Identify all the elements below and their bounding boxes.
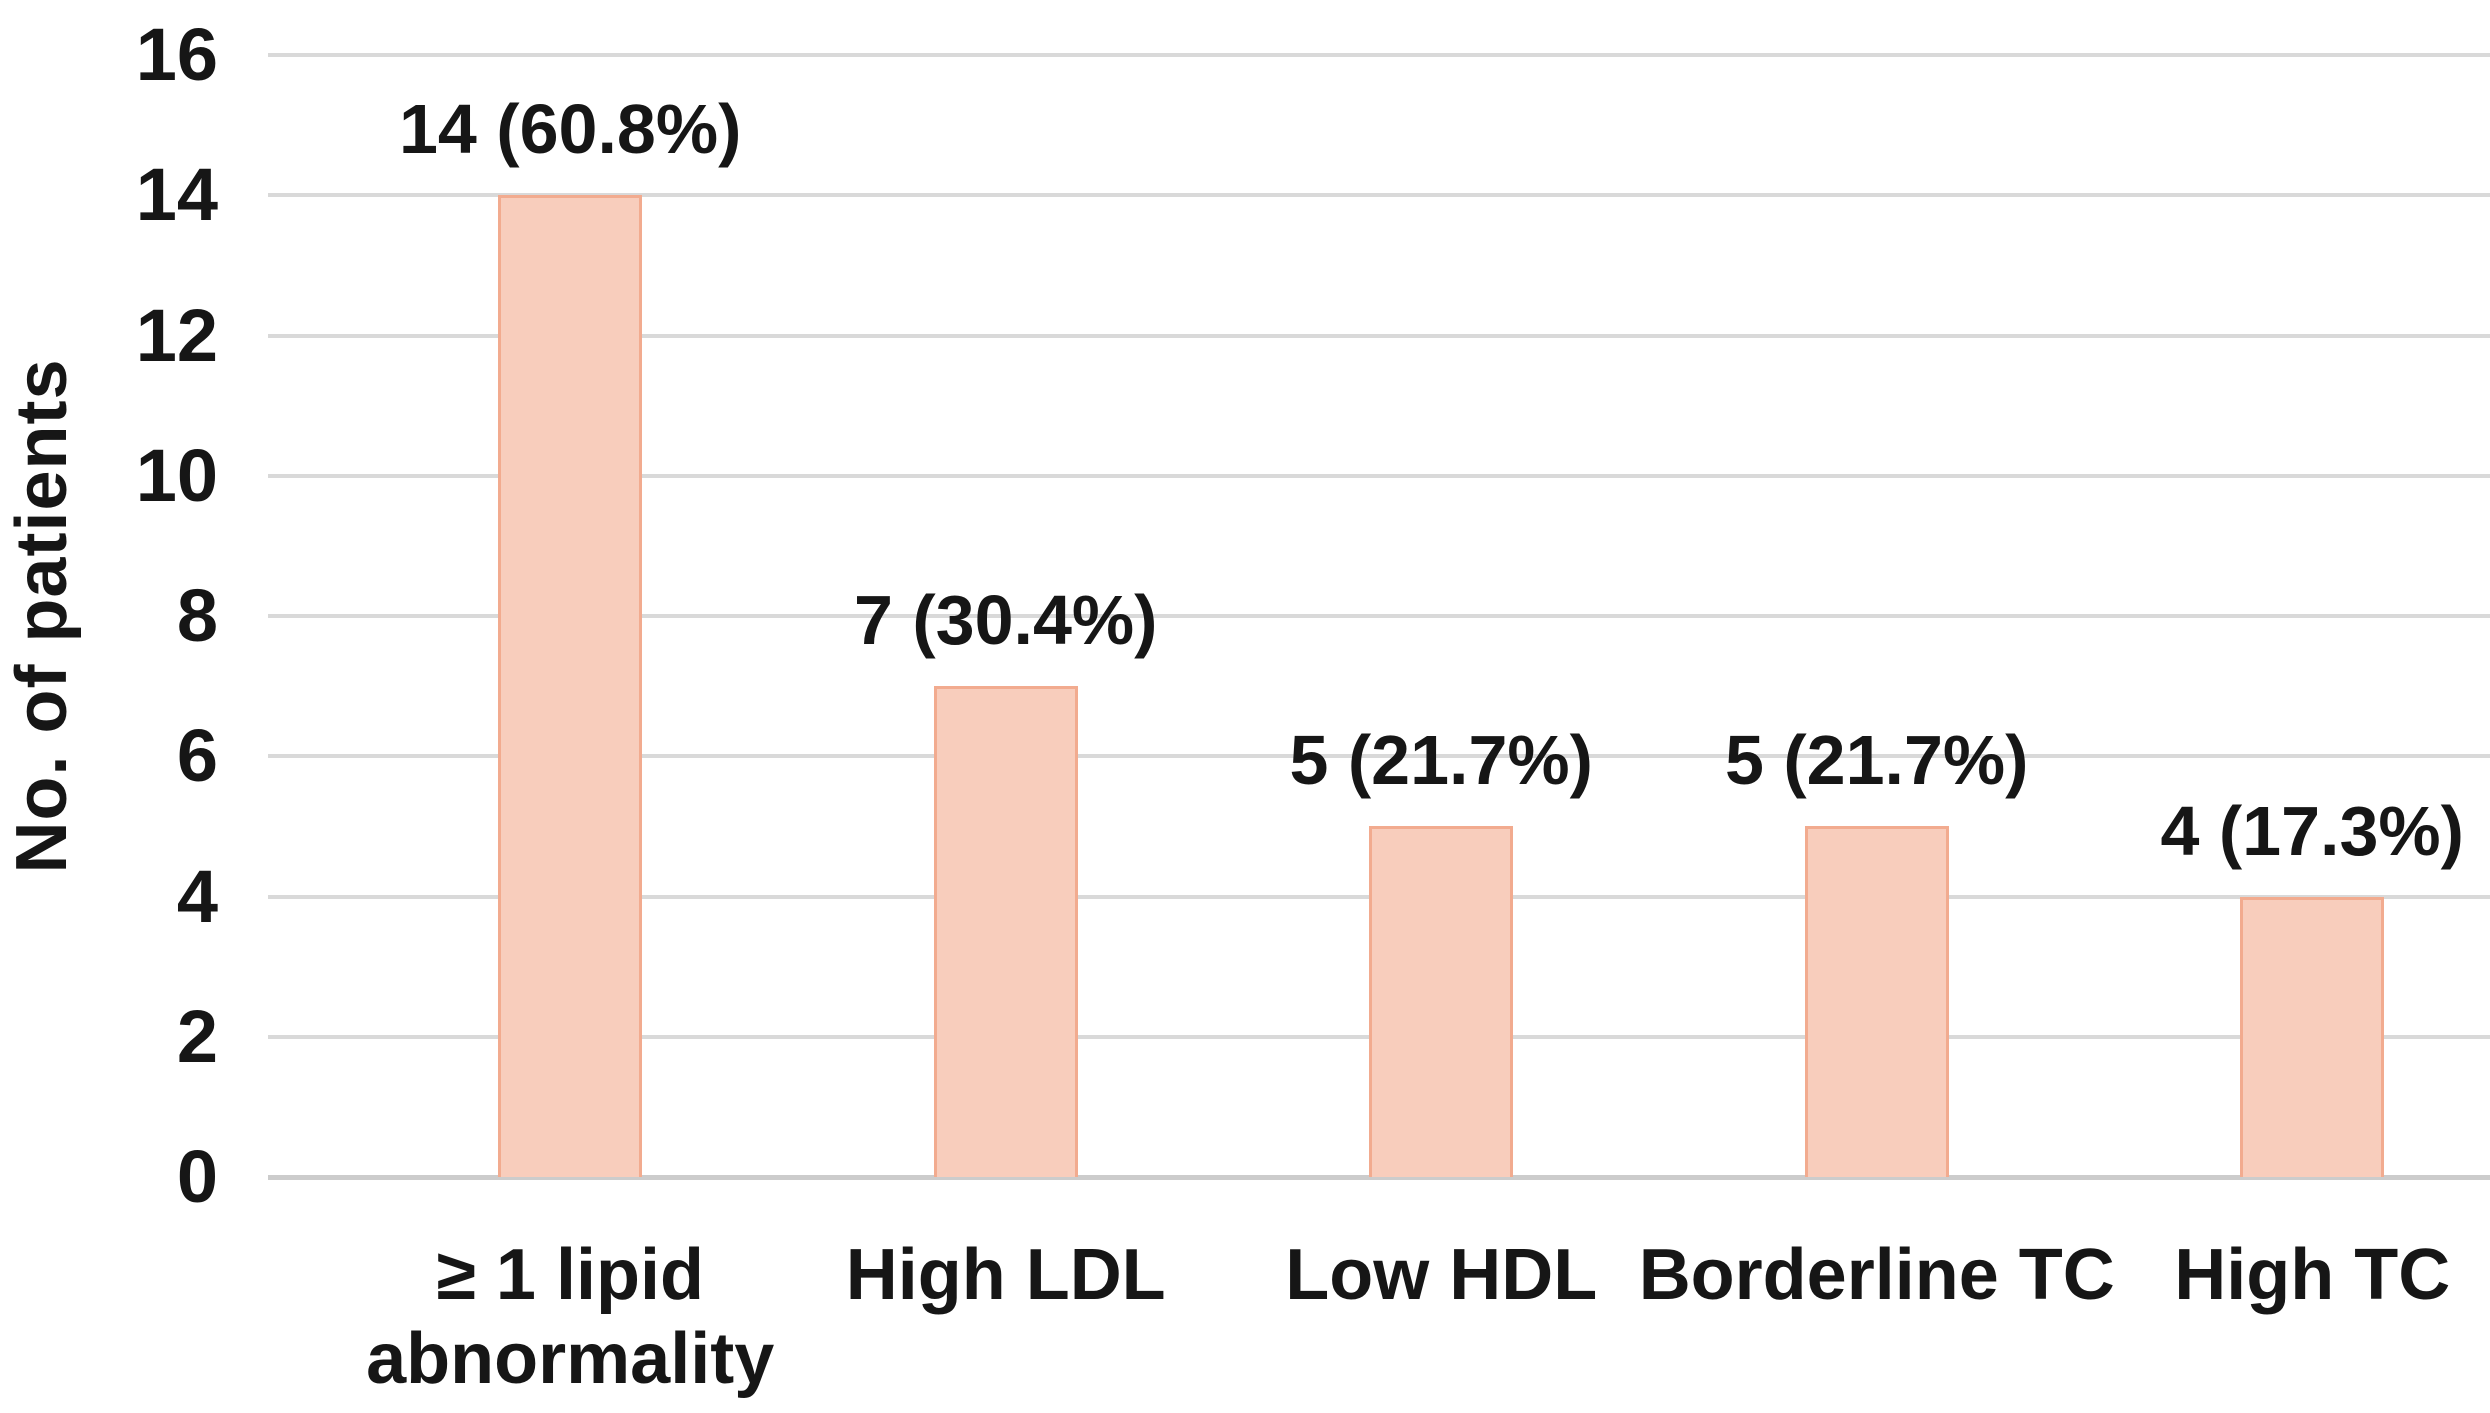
y-tick-label: 8 <box>176 574 218 657</box>
gridline <box>268 333 2490 338</box>
gridline <box>268 193 2490 198</box>
y-tick-label: 6 <box>176 714 218 798</box>
bar <box>498 195 643 1177</box>
y-tick-label: 16 <box>135 13 218 96</box>
x-category-label: High TC <box>2174 1235 2451 1315</box>
gridline <box>268 754 2490 759</box>
gridline <box>268 53 2490 57</box>
bar-data-label: 5 (21.7%) <box>1289 721 1593 800</box>
bar-data-label: 14 (60.8%) <box>398 90 742 169</box>
gridline <box>268 614 2490 618</box>
y-tick-label: 2 <box>176 994 218 1078</box>
y-axis-tick-labels: 0 2 4 6 8 10 12 14 16 <box>0 18 218 1214</box>
y-tick-label: 0 <box>176 1135 218 1218</box>
x-category-label: ≥ 1 lipid abnormality <box>366 1235 775 1399</box>
bar <box>933 686 1078 1177</box>
x-category-label: Borderline TC <box>1638 1235 2115 1315</box>
y-tick-label: 10 <box>135 433 218 517</box>
gridline <box>268 473 2490 478</box>
bar-data-label: 4 (17.3%) <box>2160 791 2464 870</box>
x-category-label: Low HDL <box>1285 1235 1598 1315</box>
y-tick-label: 12 <box>135 293 218 377</box>
y-tick-label: 14 <box>135 153 218 237</box>
bar-data-label: 7 (30.4%) <box>853 581 1158 660</box>
bar <box>1804 826 1949 1177</box>
bar <box>1369 826 1514 1177</box>
x-axis-line <box>268 1175 2490 1180</box>
x-axis-category-labels: ≥ 1 lipid abnormality High LDL Low HDL Bord… <box>268 1234 2490 1409</box>
x-category-label: High LDL <box>845 1235 1166 1315</box>
bar-data-label: 5 (21.7%) <box>1724 721 2029 800</box>
bar <box>2240 896 2385 1177</box>
plot-area: 14 (60.8%) 7 (30.4%) 5 (21.7%) 5 (21.7%) 4 (… <box>268 53 2490 1180</box>
y-tick-label: 4 <box>176 854 218 938</box>
